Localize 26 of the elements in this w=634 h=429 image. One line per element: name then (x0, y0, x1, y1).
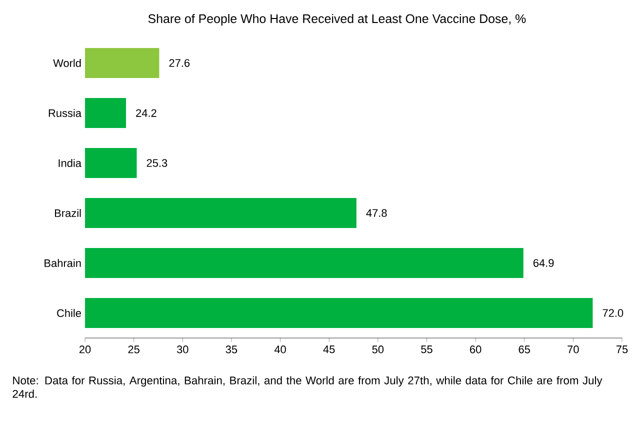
x-tick-label: 35 (226, 346, 238, 354)
x-tick-label: 50 (372, 346, 384, 354)
data-label: 72.0 (602, 309, 624, 317)
y-tick-label: Russia (48, 108, 82, 118)
y-tick-label: World (53, 58, 81, 68)
y-tick-label: India (58, 158, 82, 168)
data-label: 24.2 (136, 109, 156, 117)
x-tick-label: 25 (128, 346, 140, 354)
data-label: 47.8 (366, 209, 387, 217)
chart-title: Share of People Who Have Received at Least One Vaccine Dose, % (148, 14, 526, 26)
y-tick-label: Bahrain (44, 258, 81, 268)
data-label: 64.9 (533, 259, 554, 267)
data-label: 27.6 (169, 59, 190, 67)
x-tick-label: 70 (568, 346, 579, 354)
text: Note: Data for Russia, Argentina, Bahrain, Brazil, and the World are from July 27th, while data for Chile are from July 24rd. (12, 376, 602, 398)
y-tick-label: Chile (57, 308, 81, 318)
x-tick-label: 20 (79, 346, 91, 354)
x-tick-label: 65 (518, 346, 530, 354)
x-tick-label: 55 (421, 346, 432, 354)
y-tick-label: Brazil (54, 208, 81, 218)
x-tick-label: 75 (616, 346, 628, 354)
x-tick-label: 45 (323, 346, 335, 354)
x-tick-label: 60 (470, 346, 482, 354)
x-tick-label: 40 (274, 346, 286, 354)
data-label: 25.3 (146, 159, 168, 167)
x-tick-label: 30 (176, 346, 188, 354)
